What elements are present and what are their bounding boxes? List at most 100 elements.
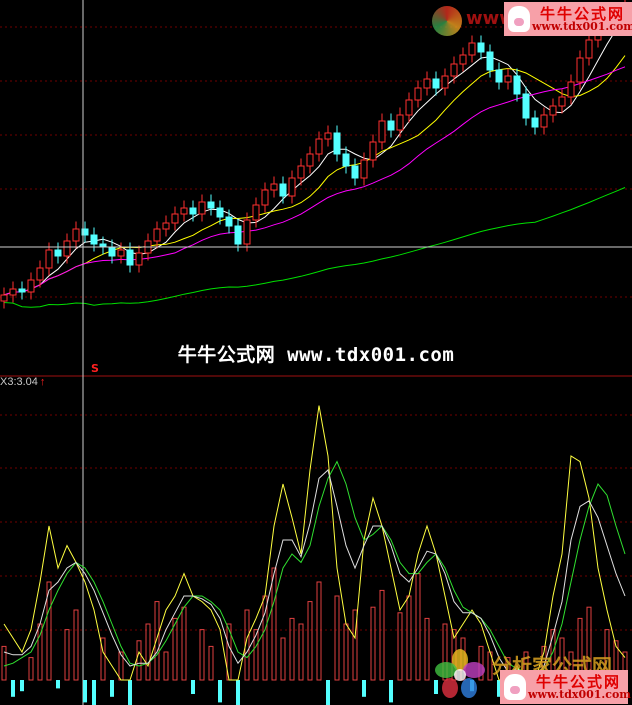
logo-title: 牛牛公式网 — [536, 673, 622, 691]
indicator-bar-negative — [389, 680, 393, 703]
indicator-bar-positive — [406, 595, 412, 681]
candle-down — [531, 117, 539, 128]
logo-title: 牛牛公式网 — [540, 5, 626, 23]
indicator-bar-positive — [181, 606, 187, 681]
candle-down — [522, 93, 530, 119]
candle-up — [576, 57, 584, 83]
indicator-line-3 — [3, 469, 626, 678]
candle-up — [585, 39, 593, 59]
swirl-logo-icon — [432, 6, 462, 36]
indicator-label: X3:3.04 ↑ — [0, 376, 45, 388]
indicator-bar-negative — [83, 680, 87, 703]
indicator-bar-positive — [280, 637, 286, 681]
indicator-bar-positive — [1, 645, 7, 681]
indicator-bar-negative — [92, 680, 96, 705]
candle-up — [405, 99, 413, 116]
candle-up — [198, 201, 206, 215]
logo-url: www.tdx001.com — [528, 688, 631, 701]
indicator-bar-positive — [136, 640, 142, 681]
candle-up — [45, 249, 53, 269]
candle-down — [342, 153, 350, 167]
ma10-line — [3, 55, 626, 296]
candle-up — [261, 189, 269, 206]
candle-down — [387, 120, 395, 131]
indicator-bar-positive — [199, 629, 205, 681]
candle-down — [432, 78, 440, 89]
candle-down — [207, 201, 215, 209]
indicator-bar-positive — [415, 573, 421, 681]
indicator-bar-positive — [73, 609, 79, 681]
candle-up — [459, 54, 467, 65]
candle-down — [486, 51, 494, 71]
indicator-bar-positive — [352, 609, 358, 681]
candle-up — [450, 63, 458, 77]
candle-down — [513, 75, 521, 95]
candle-up — [117, 249, 125, 257]
indicator-bar-positive — [271, 567, 277, 681]
candle-down — [81, 228, 89, 236]
candle-up — [423, 78, 431, 89]
indicator-bar-positive — [145, 623, 151, 681]
indicator-bar-negative — [218, 680, 222, 703]
ma5-line — [3, 19, 626, 296]
candle-up — [162, 222, 170, 230]
candle-up — [297, 165, 305, 179]
candle-up — [306, 153, 314, 167]
candle-up — [252, 204, 260, 221]
indicator-bar-positive — [397, 612, 403, 681]
ma20-line — [3, 66, 626, 296]
indicator-bar-positive — [289, 617, 295, 681]
indicator-line-2 — [3, 460, 626, 675]
candle-up — [468, 42, 476, 56]
candle-down — [495, 69, 503, 83]
indicator-bar-negative — [11, 680, 15, 697]
candle-up — [72, 228, 80, 242]
candle-up — [369, 141, 377, 161]
indicator-bar-positive — [334, 595, 340, 681]
candle-up — [180, 207, 188, 215]
indicator-bar-positive — [379, 589, 385, 681]
indicator-bar-positive — [100, 637, 106, 681]
indicator-bar-positive — [298, 623, 304, 681]
indicator-bar-positive — [370, 606, 376, 681]
signal-s-marker: S — [91, 362, 99, 375]
cow-icon — [508, 6, 530, 32]
indicator-bar-negative — [326, 680, 330, 705]
indicator-bar-positive — [154, 601, 160, 681]
candle-down — [279, 183, 287, 197]
indicator-bar-positive — [64, 629, 70, 681]
candle-down — [477, 42, 485, 53]
indicator-bar-negative — [191, 680, 195, 694]
bottom-logo: 牛牛公式网 www.tdx001.com — [500, 670, 631, 704]
indicator-bar-positive — [442, 623, 448, 681]
candle-down — [225, 216, 233, 227]
candle-up — [396, 114, 404, 131]
indicator-line-1 — [3, 405, 626, 681]
candle-up — [9, 288, 17, 296]
indicator-bar-negative — [20, 680, 24, 692]
candle-up — [414, 87, 422, 101]
top-logo: 牛牛公式网 www.tdx001.com — [504, 2, 632, 36]
logo-url: www.tdx001.com — [532, 20, 632, 33]
candle-up — [288, 177, 296, 197]
candle-up — [324, 132, 332, 140]
candle-up — [270, 183, 278, 191]
flower-logo-icon — [435, 649, 485, 698]
indicator-bar-positive — [343, 623, 349, 681]
candle-down — [189, 207, 197, 215]
candle-down — [54, 249, 62, 257]
candle-down — [90, 234, 98, 245]
ma60-line — [3, 187, 626, 308]
candle-down — [216, 207, 224, 218]
indicator-bar-positive — [163, 651, 169, 681]
candle-down — [108, 246, 116, 257]
candle-up — [63, 240, 71, 257]
candle-down — [351, 165, 359, 179]
candle-up — [243, 219, 251, 245]
candle-up — [540, 114, 548, 128]
candle-up — [504, 75, 512, 83]
indicator-bar-negative — [110, 680, 114, 697]
indicator-bar-positive — [28, 657, 34, 681]
candle-up — [153, 228, 161, 242]
